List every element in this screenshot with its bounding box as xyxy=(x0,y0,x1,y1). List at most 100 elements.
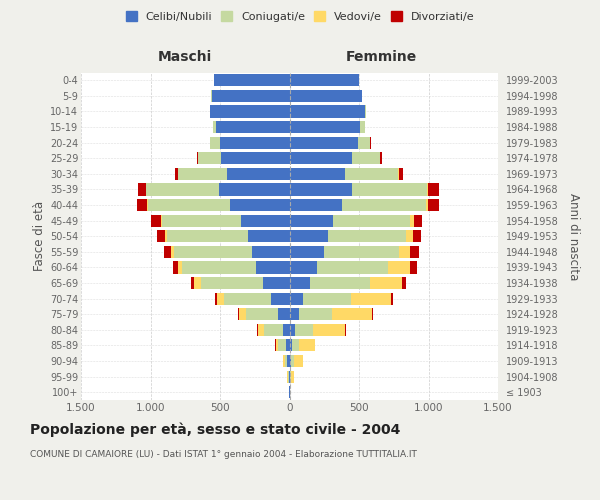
Bar xyxy=(178,262,182,274)
Bar xyxy=(210,106,290,118)
Bar xyxy=(238,308,239,320)
Bar xyxy=(220,136,290,149)
Bar xyxy=(428,184,439,196)
Bar xyxy=(178,168,227,180)
Bar xyxy=(372,308,373,320)
Bar xyxy=(295,324,313,336)
Bar xyxy=(137,199,147,211)
Bar xyxy=(172,246,174,258)
Bar xyxy=(313,324,345,336)
Bar xyxy=(290,168,345,180)
Bar xyxy=(284,355,287,367)
Bar xyxy=(402,277,406,289)
Bar xyxy=(217,292,224,304)
Bar xyxy=(292,340,299,351)
Bar xyxy=(290,230,328,242)
Y-axis label: Anni di nascita: Anni di nascita xyxy=(567,192,580,280)
Y-axis label: Fasce di età: Fasce di età xyxy=(32,201,46,272)
Bar xyxy=(165,230,167,242)
Bar xyxy=(290,214,332,226)
Bar xyxy=(290,262,317,274)
Bar xyxy=(147,199,148,211)
Text: Maschi: Maschi xyxy=(158,50,212,64)
Bar xyxy=(198,152,221,164)
Bar xyxy=(352,184,427,196)
Bar xyxy=(414,214,422,226)
Bar xyxy=(370,277,402,289)
Bar xyxy=(290,184,352,196)
Bar xyxy=(257,324,265,336)
Bar xyxy=(230,199,290,211)
Bar xyxy=(239,308,247,320)
Bar xyxy=(290,292,304,304)
Legend: Celibi/Nubili, Coniugati/e, Vedovi/e, Divorziati/e: Celibi/Nubili, Coniugati/e, Vedovi/e, Di… xyxy=(122,8,478,25)
Bar xyxy=(289,370,290,382)
Bar xyxy=(358,136,370,149)
Bar xyxy=(290,246,323,258)
Bar xyxy=(299,340,314,351)
Bar xyxy=(216,121,290,133)
Bar xyxy=(221,152,290,164)
Bar xyxy=(352,152,380,164)
Bar xyxy=(173,262,178,274)
Bar xyxy=(299,308,332,320)
Bar xyxy=(157,230,165,242)
Bar xyxy=(304,292,350,304)
Bar xyxy=(212,90,290,102)
Bar xyxy=(174,246,252,258)
Bar xyxy=(332,308,372,320)
Bar xyxy=(248,230,290,242)
Bar xyxy=(278,340,286,351)
Bar xyxy=(290,355,291,367)
Text: Femmine: Femmine xyxy=(346,50,417,64)
Bar xyxy=(175,168,178,180)
Bar xyxy=(290,152,352,164)
Bar xyxy=(209,106,210,118)
Bar xyxy=(210,136,220,149)
Bar xyxy=(291,370,293,382)
Bar xyxy=(287,355,290,367)
Bar xyxy=(290,308,299,320)
Bar xyxy=(283,324,290,336)
Bar xyxy=(345,324,346,336)
Bar xyxy=(332,214,410,226)
Bar xyxy=(343,199,426,211)
Bar xyxy=(290,199,343,211)
Bar xyxy=(361,121,365,133)
Bar xyxy=(290,74,359,86)
Bar xyxy=(290,136,358,149)
Bar xyxy=(214,74,290,86)
Bar xyxy=(278,308,290,320)
Bar xyxy=(365,106,366,118)
Bar xyxy=(275,340,278,351)
Bar xyxy=(410,214,414,226)
Bar xyxy=(290,277,310,289)
Bar xyxy=(164,246,172,258)
Bar xyxy=(247,308,278,320)
Bar xyxy=(241,214,290,226)
Bar xyxy=(218,184,290,196)
Bar xyxy=(380,152,382,164)
Bar xyxy=(215,292,217,304)
Bar xyxy=(391,292,393,304)
Bar xyxy=(290,340,292,351)
Bar xyxy=(323,246,400,258)
Bar xyxy=(317,262,388,274)
Text: Popolazione per età, sesso e stato civile - 2004: Popolazione per età, sesso e stato civil… xyxy=(30,422,400,437)
Bar xyxy=(265,324,283,336)
Bar xyxy=(426,199,428,211)
Bar xyxy=(151,214,161,226)
Bar xyxy=(428,199,439,211)
Bar xyxy=(350,292,391,304)
Bar xyxy=(182,262,256,274)
Bar xyxy=(290,324,295,336)
Bar xyxy=(427,184,428,196)
Bar xyxy=(161,214,241,226)
Bar xyxy=(291,355,293,367)
Bar xyxy=(227,168,290,180)
Bar xyxy=(167,230,248,242)
Bar xyxy=(290,106,365,118)
Bar xyxy=(410,262,418,274)
Bar xyxy=(256,262,290,274)
Bar xyxy=(263,277,290,289)
